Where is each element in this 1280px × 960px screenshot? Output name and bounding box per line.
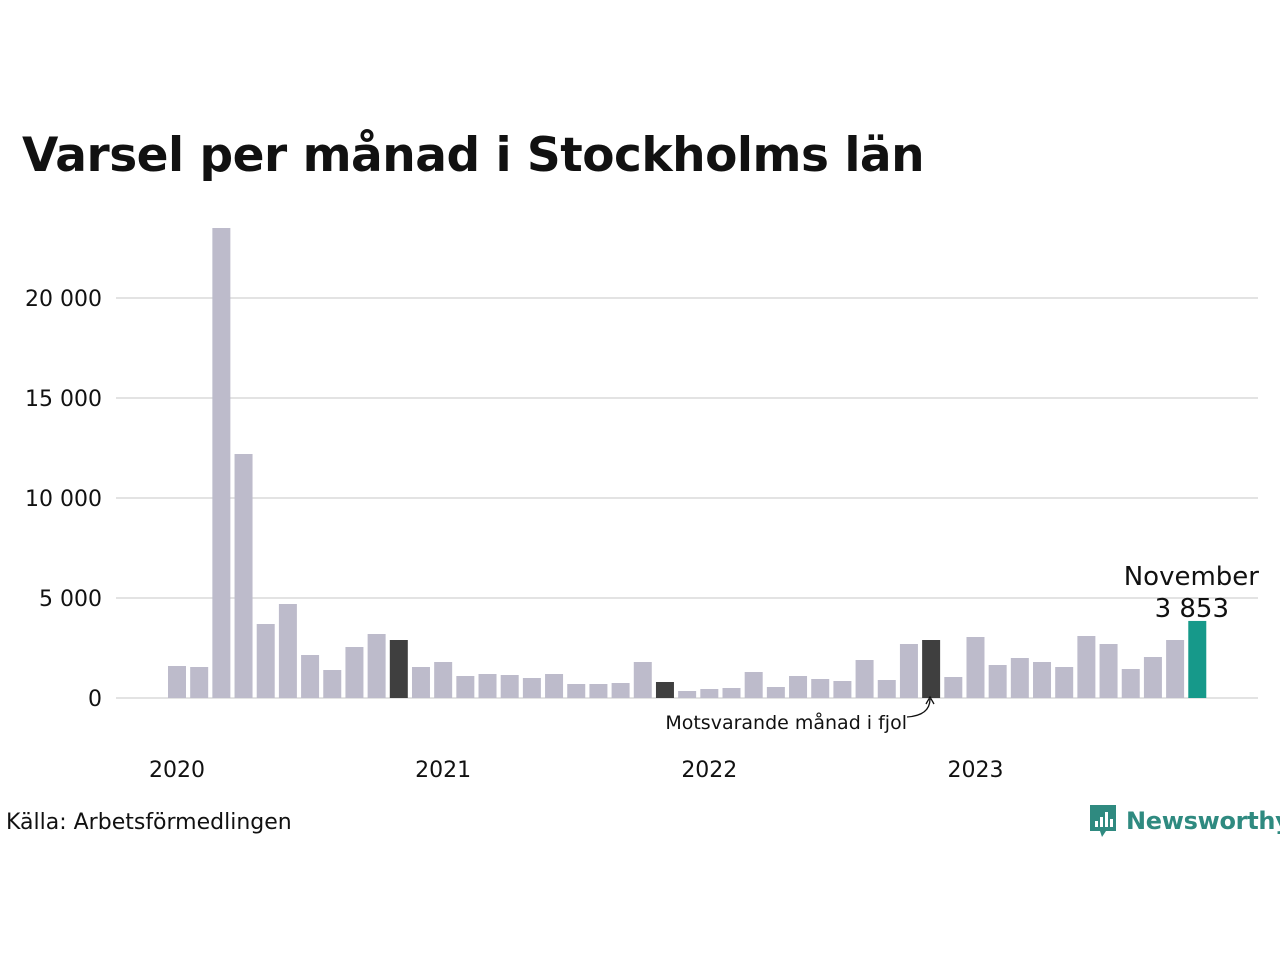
bar (545, 674, 564, 698)
bar (1099, 644, 1118, 698)
y-tick-label: 5 000 (39, 587, 102, 612)
bar (567, 684, 586, 698)
bar (744, 672, 763, 698)
bar (722, 688, 741, 698)
bar (833, 681, 852, 698)
bar-same-month-previous-year (389, 640, 408, 698)
newsworthy-logo: Newsworthy (1088, 803, 1280, 839)
bar (1033, 662, 1052, 698)
bar (345, 647, 364, 698)
bar (500, 675, 519, 698)
bar-same-month-previous-year (922, 640, 941, 698)
bar (855, 660, 874, 698)
previous-year-annotation: Motsvarande månad i fjol (665, 711, 907, 734)
bar (212, 228, 231, 698)
bar (1166, 640, 1185, 698)
bar (1010, 658, 1029, 698)
bar (678, 691, 697, 698)
x-tick-label: 2020 (149, 758, 205, 783)
highlight-value-label: 3 853 (1155, 594, 1229, 624)
x-axis: 2020 2021 2022 2023 (149, 758, 1003, 783)
bar (899, 644, 918, 698)
y-tick-label: 0 (88, 687, 102, 712)
highlight-month-label: November (1124, 562, 1260, 592)
bar (766, 687, 785, 698)
bar (811, 679, 830, 698)
bar (522, 678, 541, 698)
bar (1055, 667, 1074, 698)
bar (966, 637, 985, 698)
bar (1077, 636, 1096, 698)
x-tick-label: 2021 (415, 758, 471, 783)
bar (877, 680, 896, 698)
bar-same-month-previous-year (655, 682, 674, 698)
bar (1121, 669, 1140, 698)
bar (611, 683, 630, 698)
bar (944, 677, 963, 698)
bar (190, 667, 209, 698)
bar (323, 670, 342, 698)
bar (168, 666, 186, 698)
bar (700, 689, 719, 698)
y-axis: 0 5 000 10 000 15 000 20 000 (25, 287, 102, 712)
newsworthy-logo-icon (1090, 805, 1116, 837)
bar (589, 684, 608, 698)
bars (168, 228, 1207, 698)
bar (278, 604, 297, 698)
x-tick-label: 2022 (681, 758, 737, 783)
bar (456, 676, 475, 698)
annotations: Motsvarande månad i fjol November 3 853 (665, 562, 1259, 734)
bar (301, 655, 320, 698)
brand-name: Newsworthy (1126, 807, 1280, 835)
bar (789, 676, 808, 698)
y-tick-label: 10 000 (25, 487, 102, 512)
bar (988, 665, 1007, 698)
y-tick-label: 15 000 (25, 387, 102, 412)
bar (478, 674, 497, 698)
y-tick-label: 20 000 (25, 287, 102, 312)
bar (367, 634, 386, 698)
bar-current-month (1188, 620, 1207, 698)
bar (434, 662, 453, 698)
annotation-arrowhead (925, 695, 935, 705)
bar (633, 662, 652, 698)
annotation-arrow (906, 698, 931, 718)
source-note: Källa: Arbetsförmedlingen (6, 810, 292, 835)
bar (1143, 657, 1162, 698)
bar (411, 667, 430, 698)
bar (256, 624, 275, 698)
chart-title: Varsel per månad i Stockholms län (22, 128, 925, 183)
x-tick-label: 2023 (947, 758, 1003, 783)
bar (234, 454, 253, 698)
